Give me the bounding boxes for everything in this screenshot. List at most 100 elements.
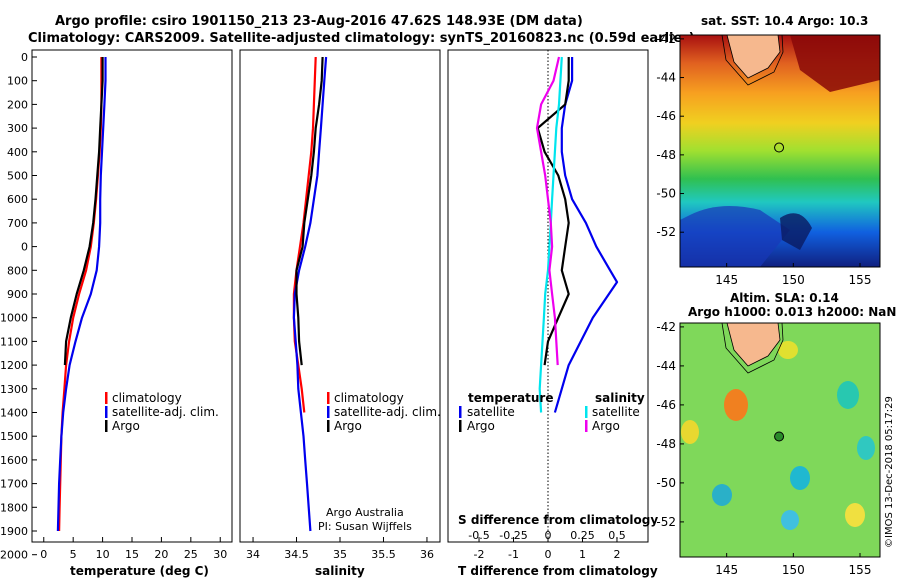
temperature-series [56,57,107,532]
legend-swatch-argo [105,420,108,432]
credit-line2: PI: Susan Wijffels [318,520,412,533]
depth-tick-label: 1200 [0,359,28,372]
depth-tick-label: 1300 [0,383,28,396]
depth-tick-label: 1500 [0,430,28,443]
depth-tick-label: 1800 [0,501,28,514]
x-tick-label: 35.5 [371,548,396,561]
map-x-tick-label: 155 [849,563,872,577]
depth-tick-label: 400 [7,146,28,159]
map-y-tick-label: -44 [656,359,676,373]
sla-high-2 [778,341,798,359]
legend-label-s-argo: Argo [592,419,620,433]
legend-swatch-climatology [105,392,108,404]
series-temperature-satellite [553,57,619,413]
depth-tick-label: 0 [21,51,28,64]
depth-tick-label: 700 [7,217,28,230]
map-x-tick-label: 145 [715,273,738,287]
x-tick-label: 34.5 [284,548,309,561]
difference-series [535,56,619,413]
x-tick-label: 30 [213,548,227,561]
legend-label-argo: Argo [112,419,140,433]
legend-swatch-t-argo [459,420,462,432]
series-satellite-adj-clim- [292,56,328,532]
sla-map-frame [679,322,881,558]
legend-swatch-t-satellite [459,406,462,418]
argo-float-marker [774,142,785,153]
depth-tick-label: 100 [7,75,28,88]
map-y-tick-label: -48 [656,437,676,451]
legend-swatch-climatology [327,392,330,404]
x-tick-label: 0 [40,548,47,561]
map-y-tick-label: -50 [656,187,676,201]
sla-map-subtitle: Argo h1000: 0.013 h2000: NaN [688,305,896,319]
sst-warm-patch [790,35,880,92]
s-difference-tick-label: 0.25 [570,529,595,542]
depth-tick-label: 0 [21,241,28,254]
header-line1: Argo profile: csiro 1901150_213 23-Aug-2… [55,14,583,29]
map-x-tick-label: 150 [782,563,805,577]
legend-label-satellite-adj: satellite-adj. clim. [334,405,441,419]
map-y-tick-label: -48 [656,148,676,162]
s-difference-tick-label: -0.25 [499,529,527,542]
x-tick-label: 10 [96,548,110,561]
legend-header-temperature: temperature [468,391,553,405]
legend-swatch-argo [327,420,330,432]
legend-header-salinity: salinity [595,391,645,405]
temperature-legend: climatology satellite-adj. clim. Argo [105,391,219,433]
x-tick-label: 15 [125,548,139,561]
series-satellite-adj-clim- [56,57,107,532]
salinity-x-axis: 34 34.5 35 35.5 36 [246,537,434,561]
depth-tick-label: 200 [7,98,28,111]
sla-high-3 [681,420,699,444]
series-temperature-argo [536,57,570,366]
imos-stamp: ©IMOS 13-Dec-2018 05:17:29 [884,396,895,548]
sst-map-axes: 145 150 155 -42 -44 -46 -48 -50 -52 [656,32,871,287]
legend-label-t-satellite: satellite [467,405,515,419]
depth-tick-label: 600 [7,193,28,206]
map-y-tick-label: -50 [656,476,676,490]
legend-label-t-argo: Argo [467,419,495,433]
depth-tick-label: 1900 [0,525,28,538]
header-line2: Climatology: CARS2009. Satellite-adjuste… [28,31,695,46]
map-y-tick-label: -52 [656,225,676,239]
series-salinity-satellite [538,56,563,413]
legend-label-climatology: climatology [112,391,182,405]
temperature-xlabel: temperature (deg C) [70,564,209,578]
series-argo [63,57,104,366]
map-y-tick-label: -42 [656,32,676,46]
depth-tick-label: 900 [7,288,28,301]
depth-tick-label: 1400 [0,407,28,420]
sla-low-5 [857,436,875,460]
series-salinity-argo [535,56,561,366]
sla-high-4 [845,503,865,527]
salinity-panel: 34 34.5 35 35.5 36 salinity climatology sate… [239,49,441,578]
x-tick-label: 2 [613,548,620,561]
argo-float-marker [774,431,785,442]
x-tick-label: 1 [579,548,586,561]
legend-swatch-s-argo [585,420,588,432]
credit-line1: Argo Australia [326,506,404,519]
x-tick-label: -1 [508,548,519,561]
sst-coast-contour [721,34,784,86]
sla-map: Altim. SLA: 0.14 Argo h1000: 0.013 h2000… [656,291,896,577]
x-tick-label: 20 [154,548,168,561]
map-y-tick-label: -44 [656,71,676,85]
series-argo [295,56,324,366]
legend-label-satellite-adj: satellite-adj. clim. [112,405,219,419]
map-y-tick-label: -46 [656,109,676,123]
depth-tick-label: 1700 [0,478,28,491]
depth-tick-label: 1600 [0,454,28,467]
sst-map-title: sat. SST: 10.4 Argo: 10.3 [701,14,868,28]
sst-cold-core [780,213,812,250]
salinity-series [292,56,328,532]
temperature-x-axis: 0 5 10 15 20 25 30 [40,537,227,561]
legend-label-climatology: climatology [334,391,404,405]
sla-low-2 [790,466,810,490]
legend-label-argo: Argo [334,419,362,433]
sla-high-1 [724,389,748,421]
s-difference-tick-label: -0.5 [468,529,489,542]
salinity-axes [239,49,441,543]
sst-cold-patch [680,206,790,267]
map-y-tick-label: -52 [656,515,676,529]
